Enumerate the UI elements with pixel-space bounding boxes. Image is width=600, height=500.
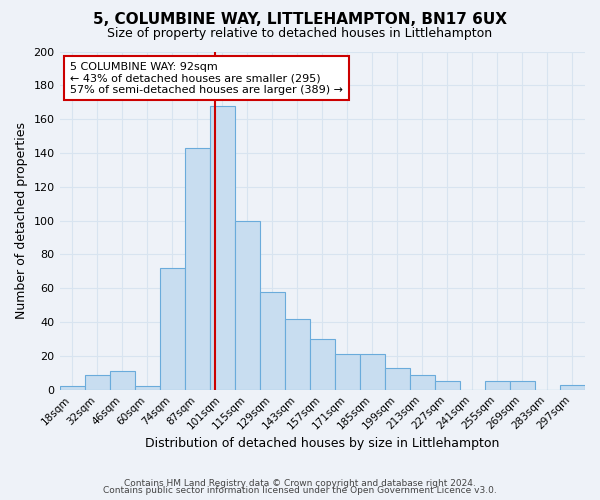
Bar xyxy=(335,354,360,390)
Bar xyxy=(410,374,435,390)
Bar xyxy=(209,106,235,390)
Bar xyxy=(510,382,535,390)
Bar xyxy=(435,382,460,390)
Text: 5 COLUMBINE WAY: 92sqm
← 43% of detached houses are smaller (295)
57% of semi-de: 5 COLUMBINE WAY: 92sqm ← 43% of detached… xyxy=(70,62,343,95)
Text: Contains HM Land Registry data © Crown copyright and database right 2024.: Contains HM Land Registry data © Crown c… xyxy=(124,478,476,488)
Text: Size of property relative to detached houses in Littlehampton: Size of property relative to detached ho… xyxy=(107,28,493,40)
Bar xyxy=(110,371,134,390)
Text: 5, COLUMBINE WAY, LITTLEHAMPTON, BN17 6UX: 5, COLUMBINE WAY, LITTLEHAMPTON, BN17 6U… xyxy=(93,12,507,28)
Bar xyxy=(134,386,160,390)
Bar xyxy=(560,384,585,390)
Bar xyxy=(160,268,185,390)
Bar xyxy=(310,339,335,390)
Bar xyxy=(85,374,110,390)
Bar xyxy=(185,148,209,390)
Bar xyxy=(360,354,385,390)
Bar xyxy=(59,386,85,390)
Bar xyxy=(485,382,510,390)
X-axis label: Distribution of detached houses by size in Littlehampton: Distribution of detached houses by size … xyxy=(145,437,499,450)
Text: Contains public sector information licensed under the Open Government Licence v3: Contains public sector information licen… xyxy=(103,486,497,495)
Bar xyxy=(235,220,260,390)
Bar xyxy=(260,292,285,390)
Bar xyxy=(285,318,310,390)
Y-axis label: Number of detached properties: Number of detached properties xyxy=(15,122,28,319)
Bar xyxy=(385,368,410,390)
